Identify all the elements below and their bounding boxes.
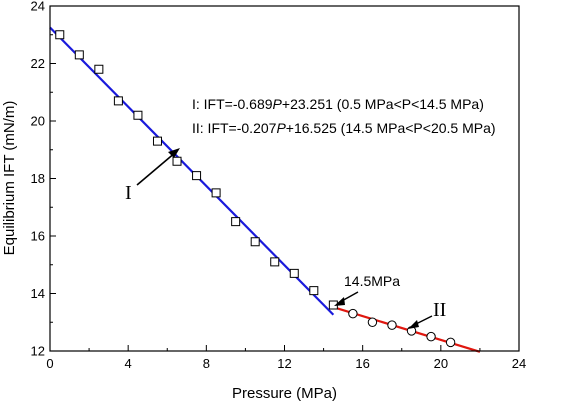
y-tick-label: 20	[31, 114, 45, 129]
segment-I-arrowhead	[168, 148, 180, 158]
square-data-point	[152, 136, 162, 146]
segment-II-arrowhead	[408, 320, 419, 329]
square-data-point	[133, 110, 143, 120]
segment-I-label: I	[125, 182, 132, 204]
square-data-point	[172, 156, 182, 166]
tick-labels: 0 4 8 12 16 20 24 12 14 16 18 20 22 24	[31, 0, 527, 371]
fit-line-I	[49, 26, 335, 316]
square-data-point	[309, 286, 319, 296]
equation-I-variable: P	[273, 96, 283, 112]
x-tick-label: 0	[46, 356, 53, 371]
circle-data-point	[348, 308, 358, 319]
y-tick-label: 24	[31, 0, 45, 14]
equation-II-prefix: II: IFT=-0.207	[192, 120, 277, 136]
square-data-point	[192, 171, 202, 181]
square-data-point	[113, 96, 123, 106]
square-data-point	[211, 188, 221, 198]
square-data-point	[231, 217, 241, 227]
y-tick-label: 12	[31, 344, 45, 359]
y-tick-label: 18	[31, 171, 45, 186]
square-data-point	[55, 30, 65, 40]
square-data-point	[74, 50, 84, 60]
y-tick-label: 22	[31, 56, 45, 71]
breakpoint-arrowhead	[334, 297, 345, 306]
fit-lines	[49, 26, 481, 353]
circle-data-point	[367, 317, 378, 327]
equation-I: I: IFT=-0.689P+23.251 (0.5 MPa<P<14.5 MP…	[192, 96, 484, 112]
segment-I-arrow	[136, 151, 177, 186]
square-data-point	[94, 64, 104, 74]
circle-data-point	[426, 331, 436, 342]
plot-frame	[49, 5, 520, 352]
x-tick-label: 16	[355, 356, 369, 371]
equation-II-suffix: +16.525 (14.5 MPa<P<20.5 MPa)	[286, 120, 496, 136]
x-tick-label: 24	[512, 356, 526, 371]
x-tick-label: 8	[203, 356, 210, 371]
y-axis-title: Equilibrium IFT (mN/m)	[1, 101, 18, 256]
square-data-point	[289, 268, 299, 278]
fit-line-II	[333, 306, 481, 353]
y-tick-label: 14	[31, 286, 45, 301]
x-tick-label: 4	[125, 356, 132, 371]
square-data-point	[270, 257, 280, 267]
equation-I-suffix: +23.251 (0.5 MPa<P<14.5 MPa)	[282, 96, 484, 112]
y-tick-label: 16	[31, 229, 45, 244]
segment-II-label: II	[433, 299, 446, 321]
x-tick-label: 20	[434, 356, 448, 371]
x-axis-title: Pressure (MPa)	[232, 385, 337, 402]
breakpoint-label: 14.5MPa	[344, 273, 400, 289]
equation-II-variable: P	[276, 120, 286, 136]
equation-I-prefix: I: IFT=-0.689	[192, 96, 273, 112]
square-data-point	[250, 237, 260, 247]
circle-data-point	[387, 320, 397, 330]
data-points	[55, 30, 456, 348]
equation-II: II: IFT=-0.207P+16.525 (14.5 MPa<P<20.5 …	[192, 120, 496, 136]
circle-data-point	[445, 337, 456, 348]
x-tick-label: 12	[277, 356, 291, 371]
